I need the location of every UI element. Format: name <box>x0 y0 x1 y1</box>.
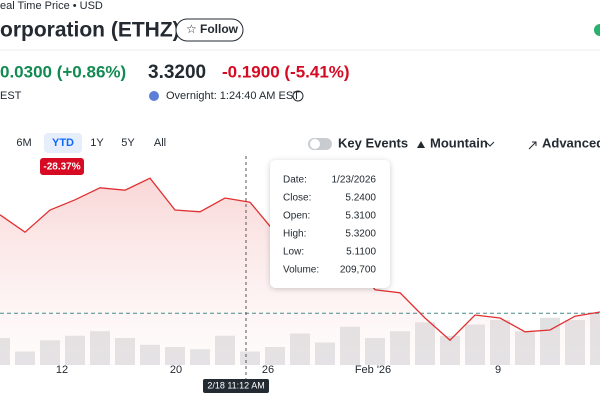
x-tick-label: 12 <box>56 364 68 376</box>
crosshair-label: 2/18 11:12 AM <box>207 380 264 390</box>
tooltip <box>270 160 390 288</box>
tooltip-label: Close: <box>283 193 311 204</box>
crosshair-label-bg <box>203 379 269 393</box>
mountain-icon <box>417 141 425 148</box>
star: ☆ <box>186 22 197 36</box>
tooltip-label: Volume: <box>283 265 319 276</box>
range-badge-bg <box>40 158 84 175</box>
tooltip-value: 209,700 <box>340 265 377 276</box>
tooltip-label: Low: <box>283 247 304 258</box>
range-active <box>44 133 82 153</box>
x-tick-label: 26 <box>262 364 274 376</box>
info-icon[interactable] <box>292 90 304 102</box>
expand-icon <box>528 141 537 150</box>
tooltip-label: Date: <box>283 175 307 186</box>
range-tab[interactable]: 1Y <box>90 137 104 149</box>
tooltip-value: 5.3100 <box>345 211 376 222</box>
range-tab[interactable]: 6M <box>16 137 31 149</box>
tooltip-value: 5.1100 <box>346 247 376 258</box>
range-tab[interactable]: All <box>154 137 166 149</box>
key-events[interactable]: Key Events <box>338 135 408 150</box>
change: 0.0300 (+0.86%) <box>0 62 126 81</box>
x-tick-label: Feb '26 <box>355 364 391 376</box>
tooltip-value: 1/23/2026 <box>332 175 377 186</box>
follow-label: Follow <box>200 22 239 36</box>
moon-icon <box>149 91 159 101</box>
tooltip-value: 5.2400 <box>345 193 376 204</box>
advanced[interactable]: Advanced C <box>542 135 600 150</box>
toggle-knob <box>310 139 320 149</box>
range-tab[interactable]: 5Y <box>121 137 135 149</box>
overnight-price: 3.3200 <box>148 62 206 83</box>
title: orporation (ETHZ) <box>0 19 180 42</box>
tooltip-value: 5.3200 <box>345 229 376 240</box>
range-badge: -28.37% <box>43 162 80 173</box>
follow-button[interactable] <box>175 18 244 42</box>
range-tab[interactable]: YTD <box>52 137 74 149</box>
source: eal Time Price • USD <box>0 0 103 12</box>
tooltip-label: Open: <box>283 211 310 222</box>
overnight-change: -0.1900 (-5.41%) <box>222 62 350 81</box>
tooltip-label: High: <box>283 229 306 240</box>
chevron <box>485 141 495 147</box>
session: EST <box>0 90 22 102</box>
overnight-time: Overnight: 1:24:40 AM EST <box>166 90 300 102</box>
x-tick-label: 9 <box>495 364 501 376</box>
x-tick-label: 20 <box>170 364 182 376</box>
status-dot <box>594 24 600 36</box>
chart-type[interactable]: Mountain <box>430 135 488 150</box>
